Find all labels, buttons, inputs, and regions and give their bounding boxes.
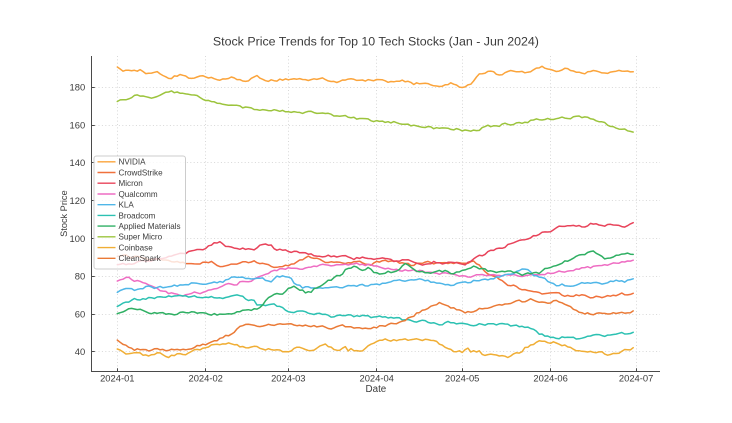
svg-text:180: 180 (70, 82, 86, 93)
svg-text:2024-01: 2024-01 (100, 373, 134, 384)
svg-text:160: 160 (70, 119, 86, 130)
svg-text:40: 40 (75, 346, 85, 357)
svg-text:120: 120 (70, 195, 86, 206)
svg-text:80: 80 (75, 271, 85, 282)
svg-text:NVIDIA: NVIDIA (119, 158, 147, 167)
svg-text:Stock Price Trends for Top 10: Stock Price Trends for Top 10 Tech Stock… (213, 35, 539, 49)
svg-text:2024-06: 2024-06 (533, 373, 567, 384)
svg-text:2024-03: 2024-03 (271, 373, 305, 384)
svg-text:2024-02: 2024-02 (188, 373, 222, 384)
svg-text:140: 140 (70, 157, 86, 168)
svg-text:2024-07: 2024-07 (619, 373, 653, 384)
svg-text:Micron: Micron (119, 179, 143, 188)
svg-text:Date: Date (366, 384, 387, 395)
svg-text:Broadcom: Broadcom (119, 211, 156, 220)
svg-text:KLA: KLA (119, 201, 135, 210)
svg-text:Coinbase: Coinbase (119, 244, 154, 253)
svg-text:Stock Price: Stock Price (59, 190, 69, 236)
svg-text:2024-05: 2024-05 (445, 373, 479, 384)
svg-text:Applied Materials: Applied Materials (119, 222, 181, 231)
svg-text:2024-04: 2024-04 (359, 373, 393, 384)
svg-text:CrowdStrike: CrowdStrike (119, 168, 164, 177)
svg-text:60: 60 (75, 308, 85, 319)
svg-text:Super Micro: Super Micro (119, 233, 163, 242)
svg-text:100: 100 (70, 233, 86, 244)
svg-text:Qualcomm: Qualcomm (119, 190, 158, 199)
svg-text:CleanSpark: CleanSpark (119, 254, 162, 263)
